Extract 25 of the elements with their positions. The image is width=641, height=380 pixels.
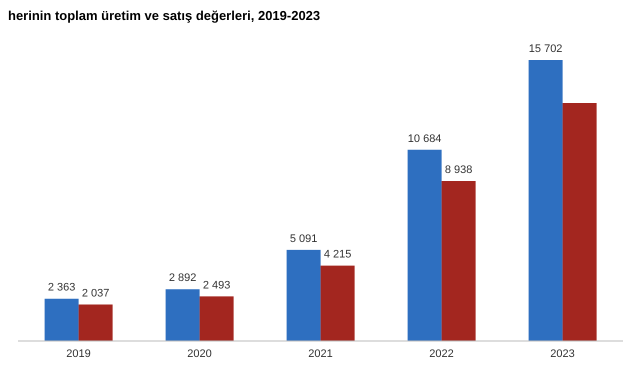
x-tick-label: 2019	[66, 348, 91, 360]
data-label: 2 493	[202, 279, 230, 292]
bar	[442, 181, 476, 341]
bar	[528, 60, 563, 341]
bar	[562, 102, 597, 341]
data-label: 8 938	[444, 164, 472, 176]
chart-title: herinin toplam üretim ve satış değerleri, 2019-2023	[8, 8, 322, 25]
x-tick-label: 2021	[308, 348, 333, 360]
bar	[44, 298, 79, 341]
data-label: 4 215	[324, 248, 352, 261]
x-tick-label: 2022	[429, 348, 454, 360]
data-label: 15 702	[528, 43, 562, 55]
data-label: 5 091	[290, 232, 318, 245]
bar	[320, 266, 355, 341]
bar	[286, 250, 321, 341]
data-label: 2 037	[82, 288, 110, 300]
data-label: 10 684	[408, 132, 442, 145]
bar	[78, 304, 113, 341]
x-tick-label: 2020	[187, 348, 212, 360]
bar	[166, 289, 200, 341]
bar	[408, 150, 442, 341]
bar	[200, 296, 234, 341]
x-tick-label: 2023	[550, 348, 575, 360]
data-label: 2 363	[48, 282, 76, 294]
data-label: 2 892	[168, 272, 196, 284]
